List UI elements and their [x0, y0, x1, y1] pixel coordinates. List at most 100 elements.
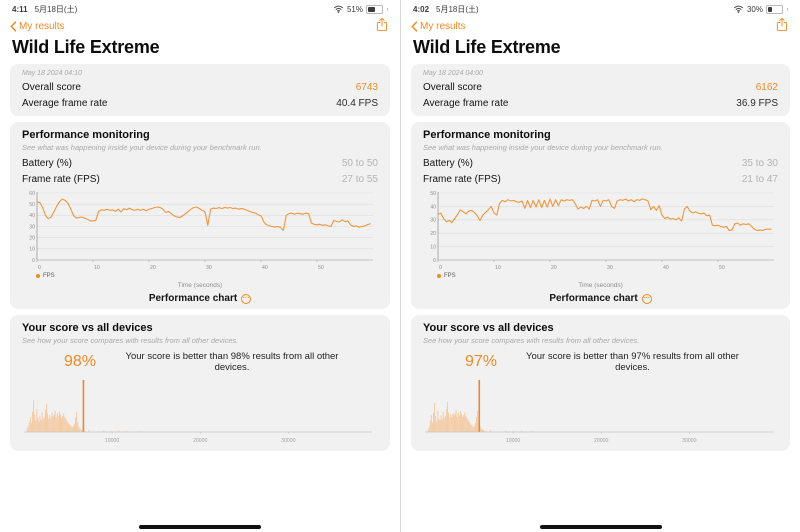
status-bar: 4:11 5月18日(土) 51%	[0, 0, 400, 15]
page-title: Wild Life Extreme	[12, 37, 160, 57]
legend-dot-icon	[36, 274, 40, 278]
legend-label: FPS	[444, 273, 456, 279]
chart-options-button[interactable]: ···	[641, 293, 652, 304]
fps-line-chart: 0 10 20 30 40 50 60 0 10 20 30 40 50	[29, 191, 373, 271]
status-time: 4:11	[12, 4, 28, 14]
average-framerate-label: Average frame rate	[22, 97, 108, 109]
overall-score-label: Overall score	[423, 82, 482, 93]
status-left: 4:11 5月18日(土)	[12, 4, 77, 15]
result-datetime: May 18 2024 04:10	[22, 70, 82, 77]
nav-bar: My results	[0, 15, 400, 34]
battery-range-row: Battery (%) 35 to 30	[423, 156, 778, 172]
svg-text:20: 20	[29, 236, 35, 242]
svg-text:20: 20	[551, 265, 557, 271]
battery-range-label: Battery (%)	[22, 158, 73, 169]
result-summary-card: May 18 2024 04:00 Overall score 6162 Ave…	[411, 64, 790, 116]
battery-percent: 51%	[346, 4, 363, 14]
battery-range-value: 50 to 50	[341, 158, 378, 169]
comparison-section-subtitle: See how your score compares with results…	[423, 336, 640, 345]
status-bar: 4:02 5月18日(土) 30%	[401, 0, 800, 15]
fps-line-chart: 0 10 20 30 40 50 0 10 20 30 40 50	[430, 191, 774, 271]
performance-chart-caption: Performance chart ···	[423, 293, 778, 304]
home-indicator[interactable]	[539, 525, 662, 529]
caption-label: Performance chart	[148, 293, 238, 304]
share-icon	[376, 17, 388, 31]
result-datetime: May 18 2024 04:00	[423, 70, 483, 77]
battery-range-row: Battery (%) 50 to 50	[22, 156, 378, 172]
status-date: 5月18日(土)	[436, 4, 479, 14]
framerate-range-label: Frame rate (FPS)	[423, 173, 501, 185]
battery-icon	[366, 4, 383, 14]
svg-text:30000: 30000	[682, 438, 697, 444]
svg-text:30: 30	[607, 265, 613, 271]
share-button[interactable]	[776, 17, 788, 37]
svg-text:30: 30	[206, 265, 212, 271]
overall-score-row: Overall score 6743	[22, 80, 378, 96]
monitoring-section-subtitle: See what was happening inside your devic…	[22, 143, 262, 152]
chevron-left-icon	[411, 21, 418, 32]
svg-text:0: 0	[433, 258, 436, 264]
framerate-range-label: Frame rate (FPS)	[22, 173, 100, 185]
page-title: Wild Life Extreme	[413, 37, 561, 57]
battery-percent: 30%	[746, 4, 763, 14]
framerate-range-value: 27 to 55	[341, 173, 378, 185]
battery-fill	[368, 6, 375, 12]
svg-text:0: 0	[439, 265, 442, 271]
score-comparison-card: Your score vs all devices See how your s…	[10, 315, 390, 451]
svg-text:30: 30	[430, 218, 436, 224]
overall-score-value: 6743	[355, 82, 378, 93]
wifi-icon	[333, 5, 344, 13]
chart-legend: FPS	[437, 273, 778, 279]
monitoring-section-title: Performance monitoring	[423, 129, 551, 141]
caption-label: Performance chart	[549, 293, 638, 304]
svg-text:10000: 10000	[506, 438, 521, 444]
battery-icon	[766, 4, 783, 14]
svg-text:40: 40	[430, 204, 436, 210]
home-indicator[interactable]	[139, 525, 261, 529]
svg-text:60: 60	[29, 191, 35, 197]
chart-options-button[interactable]: ···	[241, 293, 252, 304]
share-icon	[776, 17, 788, 31]
performance-monitoring-card: Performance monitoring See what was happ…	[411, 122, 790, 309]
framerate-range-row: Frame rate (FPS) 21 to 47	[423, 172, 778, 188]
svg-text:30: 30	[29, 224, 35, 230]
score-comparison-card: Your score vs all devices See how your s…	[411, 315, 790, 451]
performance-monitoring-card: Performance monitoring See what was happ…	[10, 122, 390, 309]
overall-score-row: Overall score 6162	[423, 80, 778, 96]
comparison-section-title: Your score vs all devices	[22, 322, 153, 334]
comparison-summary-row: 97% Your score is better than 97% result…	[423, 351, 778, 373]
back-button[interactable]: My results	[10, 21, 65, 32]
svg-text:10: 10	[430, 245, 436, 251]
average-framerate-label: Average frame rate	[423, 97, 509, 109]
status-date: 5月18日(土)	[34, 4, 78, 14]
back-button[interactable]: My results	[411, 21, 466, 32]
overall-score-label: Overall score	[22, 82, 81, 93]
svg-text:50: 50	[719, 265, 725, 271]
wifi-icon	[733, 5, 744, 13]
svg-text:50: 50	[318, 265, 324, 271]
svg-text:40: 40	[663, 265, 669, 271]
share-button[interactable]	[376, 17, 388, 37]
svg-text:40: 40	[29, 213, 35, 219]
svg-text:20: 20	[430, 231, 436, 237]
result-summary-card: May 18 2024 04:10 Overall score 6743 Ave…	[10, 64, 390, 116]
svg-text:20: 20	[150, 265, 156, 271]
percentile-value: 97%	[464, 353, 498, 370]
status-time: 4:02	[413, 4, 430, 14]
comparison-summary-row: 98% Your score is better than 98% result…	[22, 351, 378, 373]
comparison-description: Your score is better than 97% results fr…	[526, 351, 739, 373]
framerate-range-value: 21 to 47	[741, 173, 778, 185]
overall-score-value: 6162	[755, 82, 778, 93]
average-framerate-row: Average frame rate 36.9 FPS	[423, 96, 778, 112]
legend-dot-icon	[437, 274, 441, 278]
svg-text:10: 10	[29, 247, 35, 253]
chart-legend: FPS	[36, 273, 378, 279]
status-right: 51%	[333, 4, 388, 14]
comparison-section-title: Your score vs all devices	[423, 322, 554, 334]
comparison-section-subtitle: See how your score compares with results…	[22, 336, 239, 345]
percentile-value: 98%	[63, 353, 97, 370]
svg-text:10: 10	[495, 265, 501, 271]
svg-text:20000: 20000	[594, 438, 609, 444]
battery-range-value: 35 to 30	[741, 158, 778, 169]
